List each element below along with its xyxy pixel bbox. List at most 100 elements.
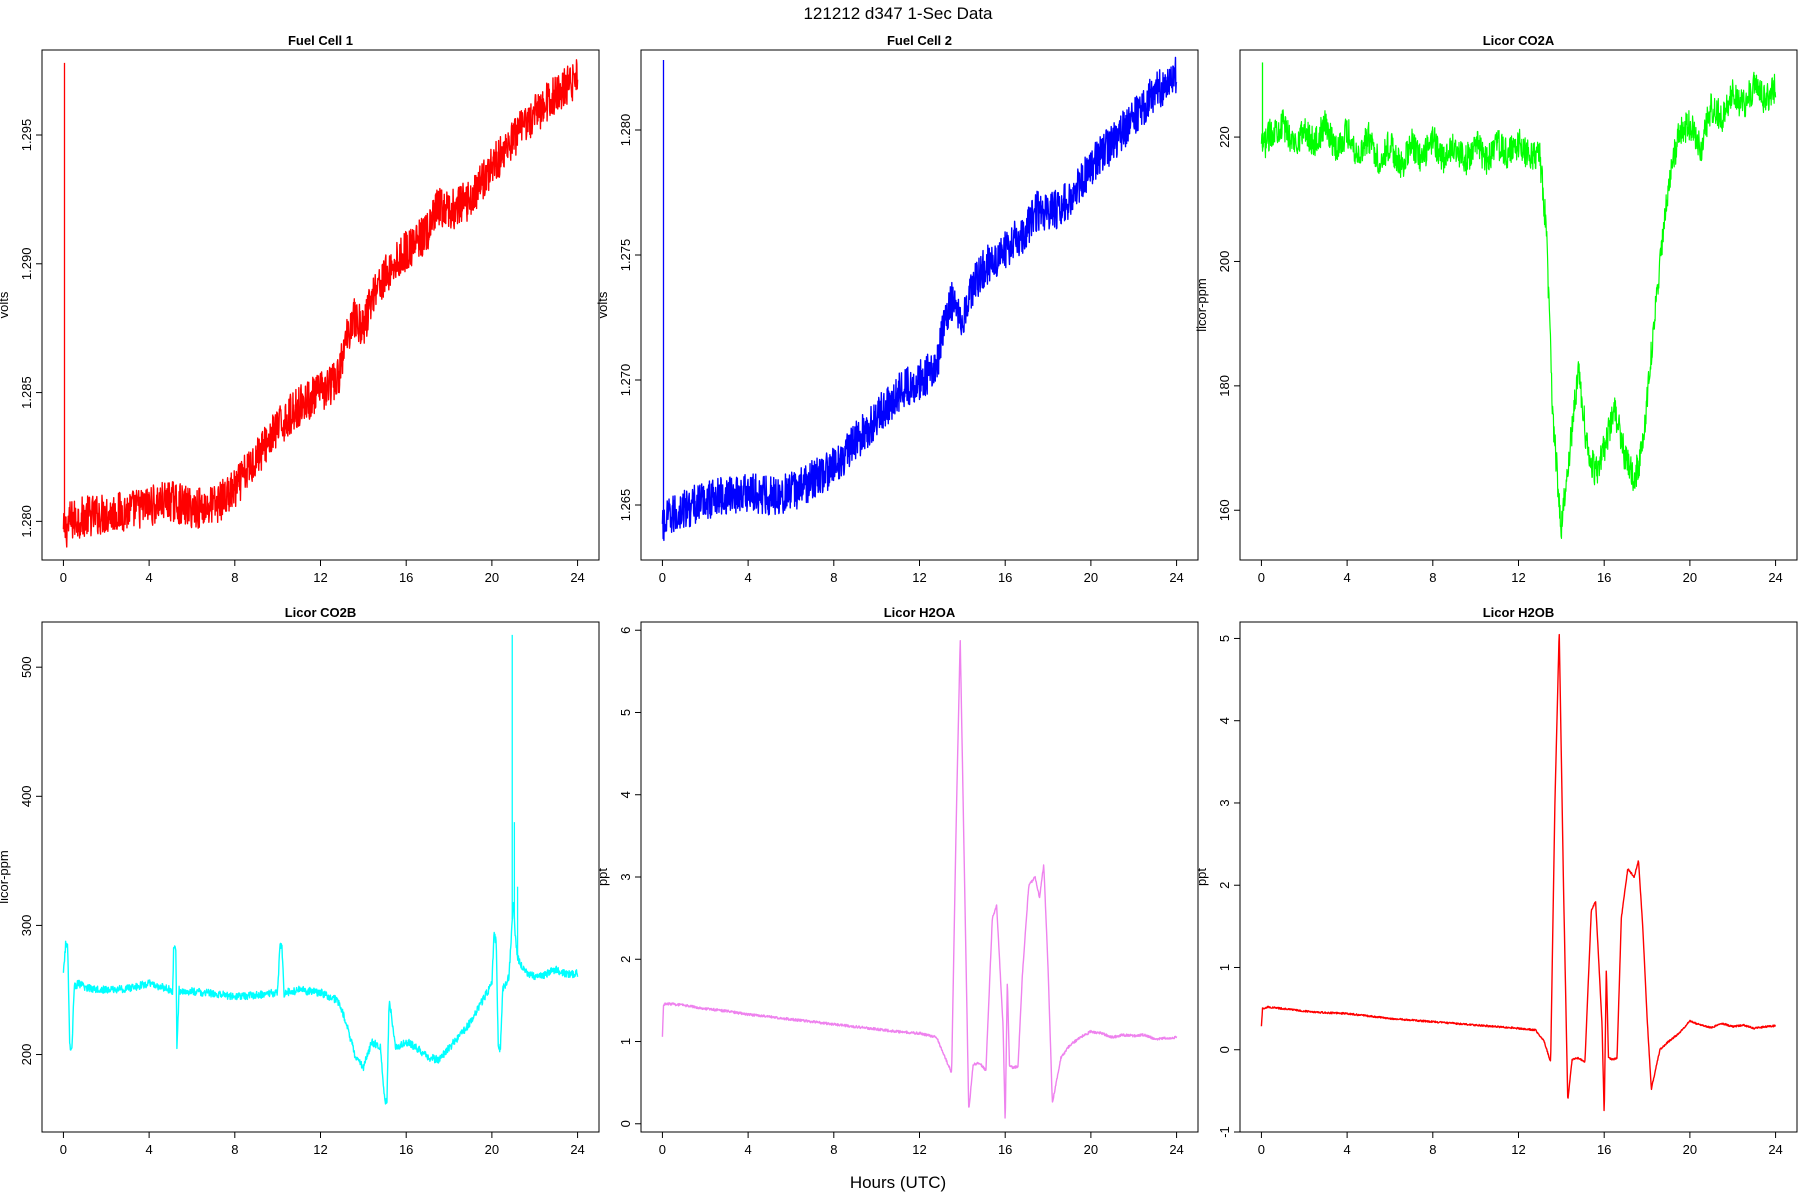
x-tick-label: 4 <box>744 570 751 585</box>
y-tick-label: 1.285 <box>19 376 34 409</box>
x-tick-label: 12 <box>1511 570 1525 585</box>
x-tick-label: 4 <box>1343 1142 1350 1157</box>
panel-title: Licor H2OA <box>884 605 956 620</box>
y-axis-label: ppt <box>1194 868 1209 886</box>
x-tick-label: 0 <box>1258 1142 1265 1157</box>
y-tick-label: -1 <box>1217 1126 1232 1138</box>
y-tick-label: 4 <box>618 791 633 798</box>
series-line <box>62 901 579 1105</box>
y-tick-label: 6 <box>618 627 633 634</box>
y-tick-label: 0 <box>1217 1046 1232 1053</box>
panel-title: Fuel Cell 2 <box>887 33 952 48</box>
y-tick-label: 300 <box>19 915 34 937</box>
x-tick-label: 20 <box>1084 570 1098 585</box>
x-tick-label: 24 <box>1768 570 1782 585</box>
x-tick-label: 16 <box>998 1142 1012 1157</box>
x-tick-label: 4 <box>145 570 152 585</box>
x-tick-label: 8 <box>1429 570 1436 585</box>
y-tick-label: 2 <box>1217 882 1232 889</box>
x-tick-label: 16 <box>1597 570 1611 585</box>
panel-2: Fuel Cell 2 volts 0 4 8 12 16 20 24 1.265 1.270 1.2… <box>595 33 1199 585</box>
series-line <box>1260 71 1777 540</box>
x-tick-label: 0 <box>60 1142 67 1157</box>
y-tick-label: 180 <box>1217 375 1232 397</box>
series-line <box>62 59 579 548</box>
y-tick-label: 500 <box>19 656 34 678</box>
y-tick-label: 4 <box>1217 717 1232 724</box>
x-tick-label: 4 <box>744 1142 751 1157</box>
y-axis-label: ppt <box>595 868 610 886</box>
figure-suptitle: 121212 d347 1-Sec Data <box>803 4 993 23</box>
plot-frame <box>1239 621 1798 1133</box>
x-tick-label: 16 <box>399 1142 413 1157</box>
x-tick-label: 12 <box>912 570 926 585</box>
x-tick-label: 20 <box>485 1142 499 1157</box>
y-tick-label: 220 <box>1217 126 1232 148</box>
panel-3: Licor CO2A licor-ppm 0 4 8 12 16 20 24 160 180 200 2… <box>1194 33 1798 585</box>
x-tick-label: 8 <box>830 570 837 585</box>
panel-title: Licor CO2B <box>285 605 357 620</box>
x-tick-label: 16 <box>1597 1142 1611 1157</box>
panel-1: Fuel Cell 1 volts 0 4 8 12 16 20 24 1.280 1.285 1.2… <box>0 33 600 585</box>
x-tick-label: 24 <box>1768 1142 1782 1157</box>
x-tick-label: 8 <box>231 1142 238 1157</box>
y-tick-label: 1.280 <box>19 505 34 538</box>
y-tick-label: 3 <box>1217 799 1232 806</box>
figure-x-axis-label: Hours (UTC) <box>850 1173 946 1192</box>
y-tick-label: 2 <box>618 956 633 963</box>
x-tick-label: 24 <box>570 570 584 585</box>
y-tick-label: 1.295 <box>19 119 34 152</box>
x-tick-label: 12 <box>313 1142 327 1157</box>
y-tick-label: 200 <box>19 1044 34 1066</box>
x-tick-label: 20 <box>1683 1142 1697 1157</box>
y-tick-label: 400 <box>19 785 34 807</box>
y-tick-label: 200 <box>1217 251 1232 273</box>
x-tick-label: 0 <box>659 1142 666 1157</box>
y-axis-label: licor-ppm <box>1194 278 1209 331</box>
series-line <box>661 56 1178 542</box>
x-tick-label: 12 <box>1511 1142 1525 1157</box>
y-tick-label: 0 <box>618 1120 633 1127</box>
series-line <box>661 640 1178 1119</box>
y-tick-label: 160 <box>1217 499 1232 521</box>
x-tick-label: 8 <box>830 1142 837 1157</box>
y-tick-label: 5 <box>618 709 633 716</box>
y-tick-label: 1.290 <box>19 248 34 281</box>
x-tick-label: 20 <box>1683 570 1697 585</box>
plot-frame <box>640 621 1199 1133</box>
x-tick-label: 20 <box>1084 1142 1098 1157</box>
y-axis-label: volts <box>0 291 11 318</box>
x-tick-label: 0 <box>659 570 666 585</box>
x-tick-label: 16 <box>399 570 413 585</box>
x-tick-label: 0 <box>60 570 67 585</box>
x-tick-label: 24 <box>570 1142 584 1157</box>
x-tick-label: 8 <box>231 570 238 585</box>
x-tick-label: 16 <box>998 570 1012 585</box>
y-tick-label: 1.275 <box>618 239 633 272</box>
panel-title: Licor H2OB <box>1483 605 1555 620</box>
y-tick-label: 1.265 <box>618 489 633 522</box>
x-tick-label: 12 <box>313 570 327 585</box>
x-tick-label: 4 <box>1343 570 1350 585</box>
y-tick-label: 1 <box>618 1038 633 1045</box>
x-tick-label: 4 <box>145 1142 152 1157</box>
x-tick-label: 12 <box>912 1142 926 1157</box>
y-tick-label: 5 <box>1217 635 1232 642</box>
plot-frame <box>41 621 600 1133</box>
y-tick-label: 1 <box>1217 964 1232 971</box>
y-tick-label: 3 <box>618 873 633 880</box>
series-line <box>1260 633 1777 1112</box>
y-axis-label: volts <box>595 291 610 318</box>
x-tick-label: 20 <box>485 570 499 585</box>
x-tick-label: 8 <box>1429 1142 1436 1157</box>
y-axis-label: licor-ppm <box>0 850 11 903</box>
x-tick-label: 24 <box>1169 1142 1183 1157</box>
y-tick-label: 1.280 <box>618 114 633 147</box>
panel-title: Fuel Cell 1 <box>288 33 353 48</box>
x-tick-label: 0 <box>1258 570 1265 585</box>
x-tick-label: 24 <box>1169 570 1183 585</box>
